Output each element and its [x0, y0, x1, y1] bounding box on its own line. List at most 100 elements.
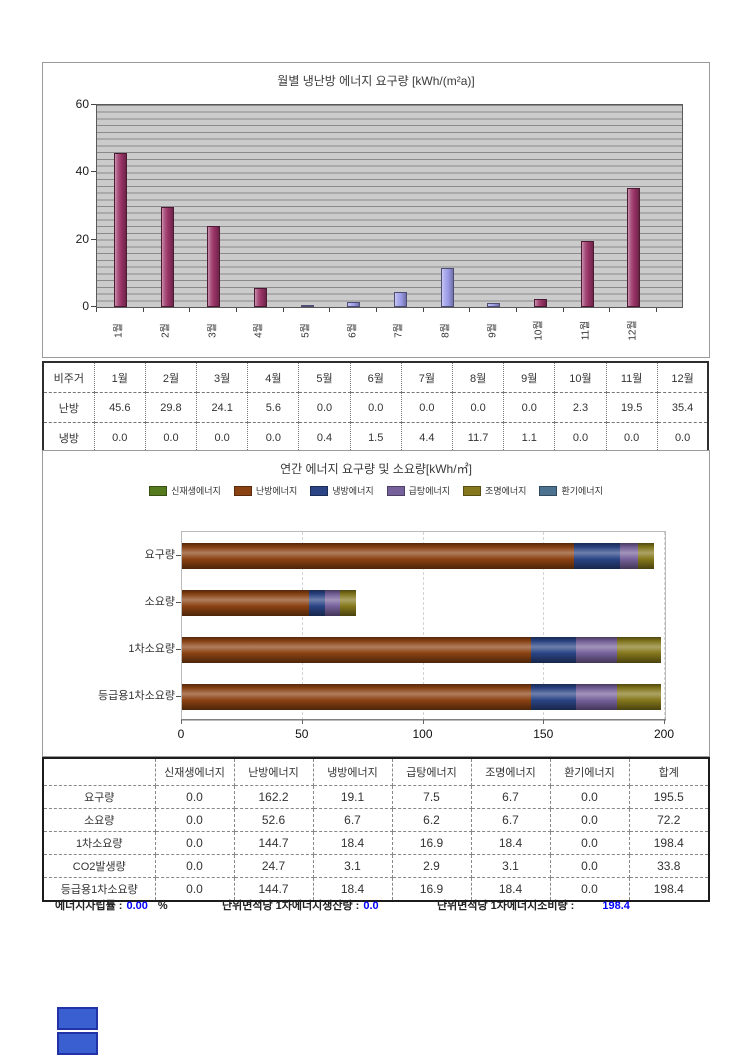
table-row: 소요량 0.0 52.6 6.7 6.2 6.7 0.0 72.2	[43, 808, 710, 832]
monthly-values-table: 비주거 1월 2월 3월 4월 5월 6월 7월 8월 9월 10월 11월 12월 난방 45.6 29.8…	[42, 361, 710, 454]
value-cell: 0.0	[452, 392, 505, 423]
table-row: 등급용1차소요량 0.0 144.7 18.4 16.9 18.4 0.0 198.4	[43, 877, 710, 902]
annual-chart-plot-area	[181, 531, 666, 721]
value-cell: 2.9	[392, 854, 472, 878]
value-cell: 19.1	[313, 785, 393, 809]
column-header-cell: 6월	[350, 362, 402, 393]
row-label-cell: 1차소요량	[43, 831, 156, 855]
bar-segment	[182, 683, 532, 710]
column-header-cell: 신재생에너지	[155, 758, 235, 786]
x-axis-tick	[142, 308, 144, 312]
bar-segment	[182, 589, 310, 616]
x-axis-tick	[181, 720, 182, 724]
category-tick	[176, 695, 181, 697]
summary-value: 198.4	[602, 900, 630, 912]
x-axis-label: 50	[295, 727, 309, 741]
legend-item: 난방에너지	[233, 484, 297, 497]
summary-suffix: %	[157, 900, 168, 912]
value-cell: 0.0	[550, 808, 630, 832]
summary-item: 에너지자립률 :0.00%	[55, 899, 168, 913]
column-header-cell: 9월	[503, 362, 556, 393]
column-header-cell: 7월	[401, 362, 454, 393]
row-label-cell: 냉방	[43, 422, 95, 454]
value-cell: 7.5	[392, 785, 472, 809]
column-header-cell: 합계	[629, 758, 710, 786]
value-cell: 198.4	[629, 877, 710, 902]
value-cell: 6.7	[471, 785, 551, 809]
bar-segment	[575, 683, 617, 710]
value-cell: 198.4	[629, 831, 710, 855]
value-cell: 0.0	[550, 854, 630, 878]
month-label: 3월	[207, 323, 219, 338]
value-cell: 18.4	[313, 831, 393, 855]
value-cell: 16.9	[392, 877, 472, 902]
bar-segment	[619, 542, 638, 569]
value-cell: 0.0	[298, 392, 351, 423]
category-label: 요구량	[144, 548, 175, 561]
monthly-bar	[533, 299, 547, 307]
value-cell: 1.5	[350, 422, 402, 454]
value-cell: 0.0	[401, 392, 454, 423]
column-header-cell: 1월	[94, 362, 146, 393]
column-header-cell	[43, 758, 156, 786]
summary-item: 단위면적당 1차에너지소비량 : 198.4	[437, 899, 630, 913]
column-header-cell: 10월	[554, 362, 607, 393]
annual-chart-title: 연간 에너지 요구량 및 소요량[kWh/㎡]	[280, 462, 472, 476]
y-axis-label: 20	[75, 231, 89, 246]
value-cell: 3.1	[471, 854, 551, 878]
monthly-bar	[253, 288, 267, 307]
vertical-gridline	[422, 532, 424, 720]
bar-segment	[531, 683, 576, 710]
month-label: 6월	[347, 323, 359, 338]
month-label: 2월	[160, 323, 172, 338]
value-cell: 18.4	[313, 877, 393, 902]
value-cell: 18.4	[471, 831, 551, 855]
legend-label: 환기에너지	[561, 486, 603, 496]
x-axis-label: 150	[533, 727, 554, 741]
monthly-bar	[440, 267, 454, 307]
legend-label: 냉방에너지	[332, 486, 374, 496]
table-header-row: 비주거 1월 2월 3월 4월 5월 6월 7월 8월 9월 10월 11월 12월	[43, 362, 709, 393]
value-cell: 16.9	[392, 831, 472, 855]
bar-segment	[575, 636, 617, 663]
blue-button-2[interactable]	[57, 1032, 98, 1055]
column-header-cell: 난방에너지	[234, 758, 314, 786]
value-cell: 19.5	[606, 392, 658, 423]
value-cell: 24.7	[234, 854, 314, 878]
value-cell: 0.0	[554, 422, 607, 454]
y-axis-tick	[91, 238, 96, 240]
monthly-bar	[347, 301, 361, 307]
blue-button-1[interactable]	[57, 1007, 98, 1030]
value-cell: 24.1	[196, 392, 249, 423]
month-label: 11월	[580, 320, 592, 341]
legend-item: 급탕에너지	[386, 484, 450, 497]
category-tick	[176, 648, 181, 650]
category-label: 1차소요량	[128, 642, 175, 655]
column-header-cell: 환기에너지	[550, 758, 630, 786]
summary-value: 0.00	[126, 900, 148, 912]
column-header-cell: 4월	[247, 362, 300, 393]
value-cell: 11.7	[452, 422, 505, 454]
x-axis-tick	[376, 308, 377, 312]
column-header-cell: 8월	[452, 362, 505, 393]
x-axis-tick	[301, 720, 303, 724]
x-axis-label: 100	[412, 727, 433, 741]
column-header-cell: 12월	[657, 362, 709, 393]
table-row: 냉방 0.0 0.0 0.0 0.0 0.4 1.5 4.4 11.7 1.1 0.0 0.0 0.0	[43, 422, 709, 454]
legend-item: 환기에너지	[539, 484, 603, 497]
bar-segment	[616, 683, 662, 710]
y-axis-label: 60	[75, 97, 89, 111]
month-label: 9월	[487, 323, 499, 338]
legend-color-chip	[386, 485, 405, 496]
legend-item: 조명에너지	[463, 484, 526, 497]
x-axis-tick	[656, 308, 657, 312]
value-cell: 0.4	[298, 422, 351, 454]
y-axis-tick	[91, 171, 96, 173]
bar-segment	[182, 636, 532, 663]
column-header-cell: 5월	[298, 362, 351, 393]
x-axis-tick	[422, 308, 424, 312]
value-cell: 52.6	[234, 808, 314, 832]
x-axis-tick	[282, 308, 284, 312]
month-label: 7월	[393, 323, 405, 338]
value-cell: 0.0	[155, 808, 235, 832]
